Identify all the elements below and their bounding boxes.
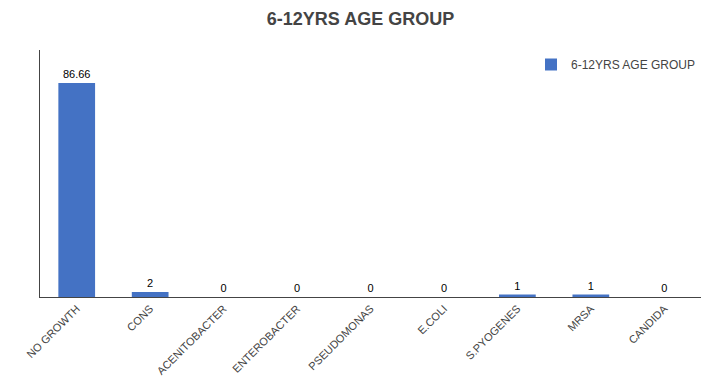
svg-text:CANDIDA: CANDIDA (626, 302, 670, 346)
svg-text:0: 0 (221, 282, 227, 294)
svg-text:S.PYOGENES: S.PYOGENES (463, 303, 522, 362)
svg-text:6-12YRS AGE GROUP: 6-12YRS AGE GROUP (571, 58, 695, 72)
svg-text:86.66: 86.66 (63, 68, 91, 80)
svg-text:CONS: CONS (125, 303, 156, 334)
svg-text:2: 2 (147, 277, 153, 289)
svg-text:1: 1 (514, 280, 520, 292)
svg-text:ENTEROBACTER: ENTEROBACTER (230, 302, 302, 374)
svg-text:MRSA: MRSA (565, 302, 596, 333)
svg-text:1: 1 (588, 280, 594, 292)
svg-text:6-12YRS AGE GROUP: 6-12YRS AGE GROUP (267, 9, 454, 29)
svg-text:ACENITOBACTER: ACENITOBACTER (154, 302, 229, 377)
svg-text:PSEUDOMONAS: PSEUDOMONAS (306, 303, 376, 373)
svg-text:0: 0 (441, 282, 447, 294)
svg-text:0: 0 (367, 282, 373, 294)
svg-text:0: 0 (661, 282, 667, 294)
svg-text:NO GROWTH: NO GROWTH (24, 302, 82, 360)
svg-text:0: 0 (294, 282, 300, 294)
svg-text:E.COLI: E.COLI (415, 303, 449, 337)
